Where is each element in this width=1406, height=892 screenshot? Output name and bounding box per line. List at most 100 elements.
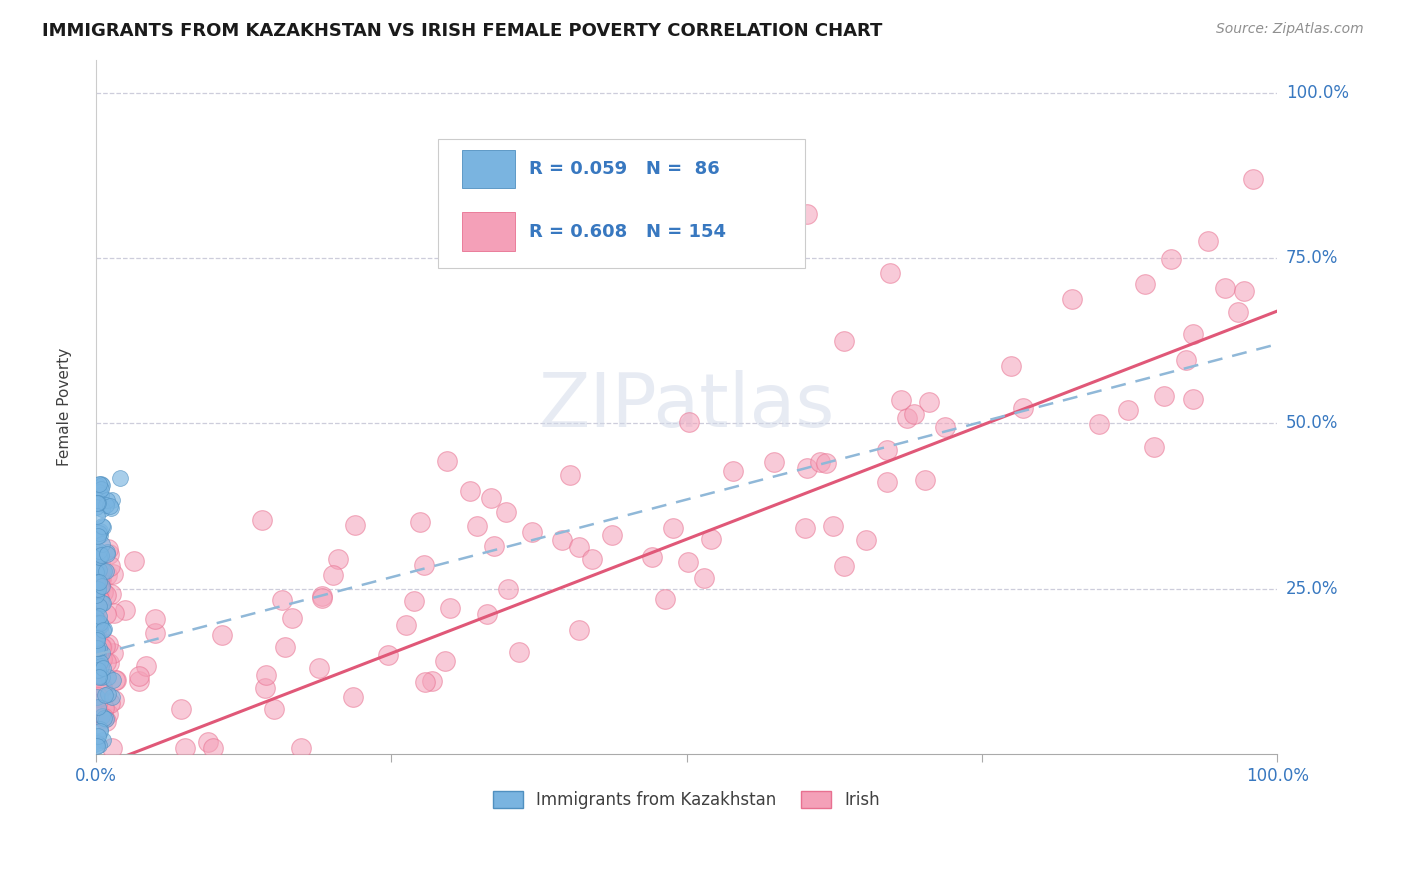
Point [311,590,333,604]
Point [91,478,114,492]
Point [87,546,110,560]
Point [97,542,120,557]
Point [1116,403,1139,417]
Point [86,619,108,633]
Point [914,473,936,487]
Point [98,656,121,670]
Point [103,607,125,621]
Point [87,625,110,640]
Text: R = 0.608   N = 154: R = 0.608 N = 154 [530,223,727,241]
Point [86,646,108,660]
Point [89,525,111,540]
Point [86,633,108,648]
Point [86,640,108,655]
Point [98,559,121,574]
Point [879,266,901,280]
Point [87,670,110,684]
Point [211,628,233,642]
Point [135,658,157,673]
Point [250,513,273,527]
Point [96,714,118,728]
Point [93,596,115,610]
Point [86,478,108,492]
Point [197,735,219,749]
Point [273,640,295,654]
Point [93,711,115,725]
Point [91,519,114,533]
Point [1060,292,1083,306]
Text: Source: ZipAtlas.com: Source: ZipAtlas.com [1216,22,1364,37]
Point [290,740,312,755]
Point [263,702,285,716]
Point [87,648,110,663]
Point [87,638,110,652]
Point [1153,389,1175,403]
Point [143,611,166,625]
Point [1181,392,1204,406]
Point [114,602,136,616]
Point [90,483,112,497]
Point [496,582,519,596]
Point [89,567,111,582]
Point [89,555,111,569]
Point [128,674,150,689]
Point [522,525,544,540]
Point [91,646,114,660]
Point [97,670,120,684]
Point [876,475,898,490]
Point [823,519,845,533]
Point [86,496,108,510]
Point [794,521,817,535]
Point [89,615,111,630]
Point [94,607,117,622]
Point [86,492,108,507]
Point [89,572,111,586]
Point [108,471,131,485]
Point [143,626,166,640]
Y-axis label: Female Poverty: Female Poverty [58,348,72,466]
Point [86,571,108,585]
Point [1233,284,1256,298]
Point [90,652,112,666]
Point [96,564,118,578]
Point [91,624,114,638]
Point [86,630,108,644]
Point [87,700,110,714]
Point [87,668,110,682]
Point [90,579,112,593]
Point [377,648,399,663]
Point [91,709,114,723]
Point [87,669,110,683]
Point [832,334,855,349]
Point [94,655,117,669]
Point [87,641,110,656]
Point [1175,352,1198,367]
Point [1160,252,1182,267]
Point [439,600,461,615]
Point [568,623,591,637]
Point [271,593,294,607]
Point [641,549,664,564]
Point [676,555,699,569]
Point [253,681,276,695]
Point [86,739,108,753]
Point [90,519,112,533]
Point [1181,326,1204,341]
Point [90,488,112,502]
Point [87,663,110,677]
Point [87,609,110,624]
Point [87,572,110,586]
Point [495,505,517,519]
Point [600,528,623,542]
Point [308,661,330,675]
Point [86,679,108,693]
Point [89,708,111,723]
Point [86,614,108,628]
Point [100,690,122,704]
Point [90,501,112,516]
Text: ZIPatlas: ZIPatlas [538,370,835,443]
Point [98,499,121,513]
Point [1135,277,1157,291]
Point [458,484,481,499]
Point [1241,171,1264,186]
